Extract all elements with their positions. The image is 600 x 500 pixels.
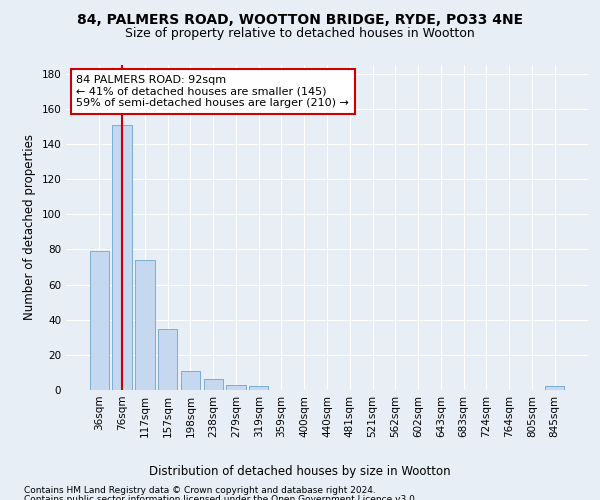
Bar (181, 370, 200, 390)
Bar (90, 251, 109, 390)
Text: Size of property relative to detached houses in Wootton: Size of property relative to detached ho… (125, 28, 475, 40)
Text: Distribution of detached houses by size in Wootton: Distribution of detached houses by size … (149, 464, 451, 477)
Bar (203, 380, 223, 390)
Text: Contains public sector information licensed under the Open Government Licence v3: Contains public sector information licen… (24, 495, 418, 500)
Bar (135, 260, 155, 390)
Bar (545, 386, 564, 390)
Y-axis label: Number of detached properties: Number of detached properties (23, 134, 36, 320)
Text: Contains HM Land Registry data © Crown copyright and database right 2024.: Contains HM Land Registry data © Crown c… (24, 486, 376, 495)
Text: 84, PALMERS ROAD, WOOTTON BRIDGE, RYDE, PO33 4NE: 84, PALMERS ROAD, WOOTTON BRIDGE, RYDE, … (77, 12, 523, 26)
Bar (158, 328, 178, 390)
Bar (249, 386, 268, 390)
Bar (112, 124, 132, 390)
Bar (226, 384, 245, 390)
Text: 84 PALMERS ROAD: 92sqm
← 41% of detached houses are smaller (145)
59% of semi-de: 84 PALMERS ROAD: 92sqm ← 41% of detached… (76, 74, 349, 108)
